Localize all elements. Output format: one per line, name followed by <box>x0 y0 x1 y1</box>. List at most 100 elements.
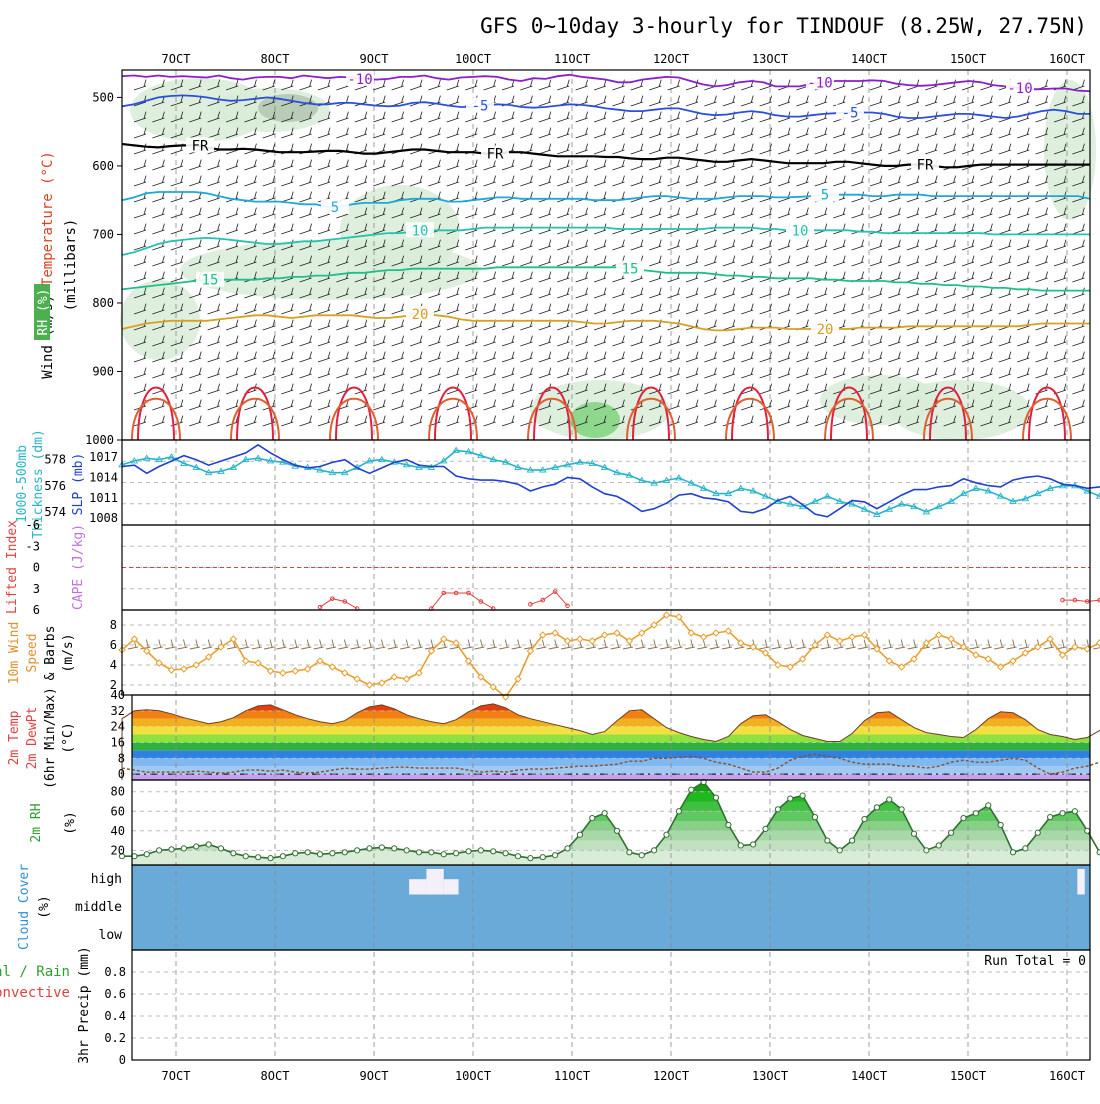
wind-barb <box>741 144 753 154</box>
wind-barb <box>447 176 459 186</box>
wind-barb-10m <box>982 640 992 650</box>
wind-barb <box>833 208 845 218</box>
wind-barb <box>355 176 367 186</box>
y-tick-pressure: 600 <box>92 159 114 173</box>
wind-barb <box>576 368 588 378</box>
wind-barb <box>594 112 606 122</box>
wind-barb <box>888 96 900 106</box>
wind-barb <box>1036 208 1048 218</box>
wind-barb <box>631 304 643 314</box>
wind-barb <box>1017 240 1029 250</box>
wind-barb <box>999 304 1011 314</box>
wind-barb <box>723 304 735 314</box>
wind-barb <box>704 256 716 266</box>
wind-barb <box>704 128 716 138</box>
wind-barb <box>778 352 790 362</box>
wind-barb <box>520 208 532 218</box>
wind-barb <box>815 368 827 378</box>
wind-barb <box>944 96 956 106</box>
wind-barb <box>944 160 956 170</box>
y-tick-rh: 80 <box>111 785 125 799</box>
temp-band <box>132 742 1090 750</box>
wind-barb <box>300 80 312 90</box>
wind-barb <box>1054 240 1066 250</box>
surface-contour <box>237 388 273 441</box>
lifted-index-line <box>431 593 493 609</box>
wind-barb <box>594 208 606 218</box>
wind-barb <box>704 368 716 378</box>
temp-band <box>132 750 1090 758</box>
wind-barb <box>668 208 680 218</box>
rh-band <box>132 811 1090 821</box>
wind-barb <box>502 336 514 346</box>
wind-barb <box>980 176 992 186</box>
wind-barb <box>594 256 606 266</box>
surface-contour <box>435 388 471 441</box>
wind-barb <box>796 160 808 170</box>
wind-barb <box>999 224 1011 234</box>
wind-barb <box>520 160 532 170</box>
rh2m-line-point <box>577 832 582 837</box>
wind-barb <box>484 208 496 218</box>
y-tick-wind: 8 <box>110 618 117 632</box>
wind-barb <box>373 128 385 138</box>
wind-barb <box>373 352 385 362</box>
wind-barb <box>612 208 624 218</box>
wind-barb <box>704 240 716 250</box>
wind-barb <box>1072 304 1084 314</box>
wind-barb <box>631 96 643 106</box>
wind-barb <box>484 272 496 282</box>
wind-barb <box>447 96 459 106</box>
wind-barb <box>778 80 790 90</box>
rh2m-line-point <box>664 832 669 837</box>
wind-barb <box>907 256 919 266</box>
wind-barb <box>300 208 312 218</box>
wind-barb <box>300 320 312 330</box>
wind-barb <box>1036 304 1048 314</box>
y-tick-wind: 4 <box>110 658 117 672</box>
wind-barb <box>833 368 845 378</box>
wind-barb <box>925 176 937 186</box>
wind-barb <box>649 272 661 282</box>
wind-barb <box>723 224 735 234</box>
wind-barb <box>944 208 956 218</box>
wind-barb <box>465 384 477 394</box>
wind-barb <box>520 128 532 138</box>
wind-barb <box>557 288 569 298</box>
rh2m-line-point <box>862 816 867 821</box>
wind-barb <box>723 128 735 138</box>
wind-barb <box>520 304 532 314</box>
wind-barb <box>244 208 256 218</box>
wind-barb <box>594 240 606 250</box>
wind-barb <box>760 176 772 186</box>
wind-barb <box>1054 336 1066 346</box>
wind-barb <box>686 240 698 250</box>
wind-barb <box>852 208 864 218</box>
wind-barb <box>1036 416 1048 426</box>
rh-band <box>132 841 1090 851</box>
wind-barb <box>539 304 551 314</box>
wind-barb <box>649 304 661 314</box>
wind-barb <box>980 272 992 282</box>
wind-barb <box>778 288 790 298</box>
wind-barb <box>189 224 201 234</box>
wind-barb <box>686 400 698 410</box>
wind-ylabel: & Barbs <box>43 626 58 681</box>
isotherm-label: 15 <box>622 262 639 278</box>
wind-barb <box>723 336 735 346</box>
wind-barb <box>870 176 882 186</box>
wind-barb <box>1036 112 1048 122</box>
wind-barb <box>318 368 330 378</box>
wind-barb <box>999 240 1011 250</box>
wind-barb <box>1072 288 1084 298</box>
wind-barb <box>208 384 220 394</box>
wind-barb <box>226 160 238 170</box>
isotherm-label: 10 <box>792 223 809 239</box>
wind-barb <box>428 368 440 378</box>
wind-barb <box>152 208 164 218</box>
wind-barb <box>244 368 256 378</box>
y-tick-precip: 0.4 <box>104 1009 126 1023</box>
upper-ylabel-rh-text: RH (%) <box>36 289 51 336</box>
rh2m-line-point <box>726 822 731 827</box>
wind-barb <box>300 400 312 410</box>
